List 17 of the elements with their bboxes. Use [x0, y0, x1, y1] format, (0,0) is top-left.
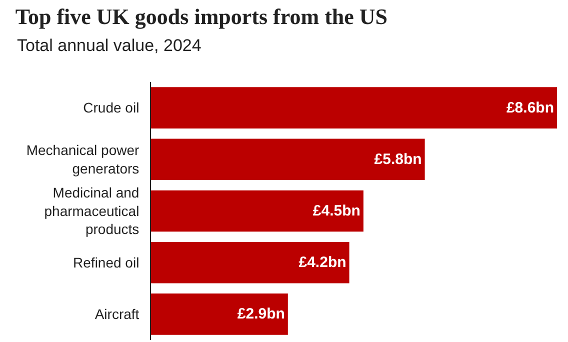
y-tick-label: Aircraft [94, 306, 140, 322]
data-label: £4.5bn [312, 202, 360, 220]
bar [151, 242, 350, 284]
data-label: £4.2bn [298, 254, 346, 272]
chart-subtitle: Total annual value, 2024 [17, 36, 202, 55]
bar [151, 294, 288, 335]
chart-title: Top five UK goods imports from the US [15, 4, 388, 29]
data-label: £8.6bn [506, 99, 554, 116]
bar [151, 138, 425, 180]
y-tick-label: Crude oil [83, 100, 140, 116]
data-label: £2.9bn [237, 306, 285, 323]
bar [151, 87, 557, 128]
y-tick-label: Medicinal and pharmaceutical products [44, 184, 140, 238]
bar [151, 190, 364, 232]
data-label: £5.8bn [374, 150, 422, 168]
y-tick-label: Mechanical power generators [26, 142, 140, 176]
y-tick-label: Refined oil [73, 254, 140, 270]
